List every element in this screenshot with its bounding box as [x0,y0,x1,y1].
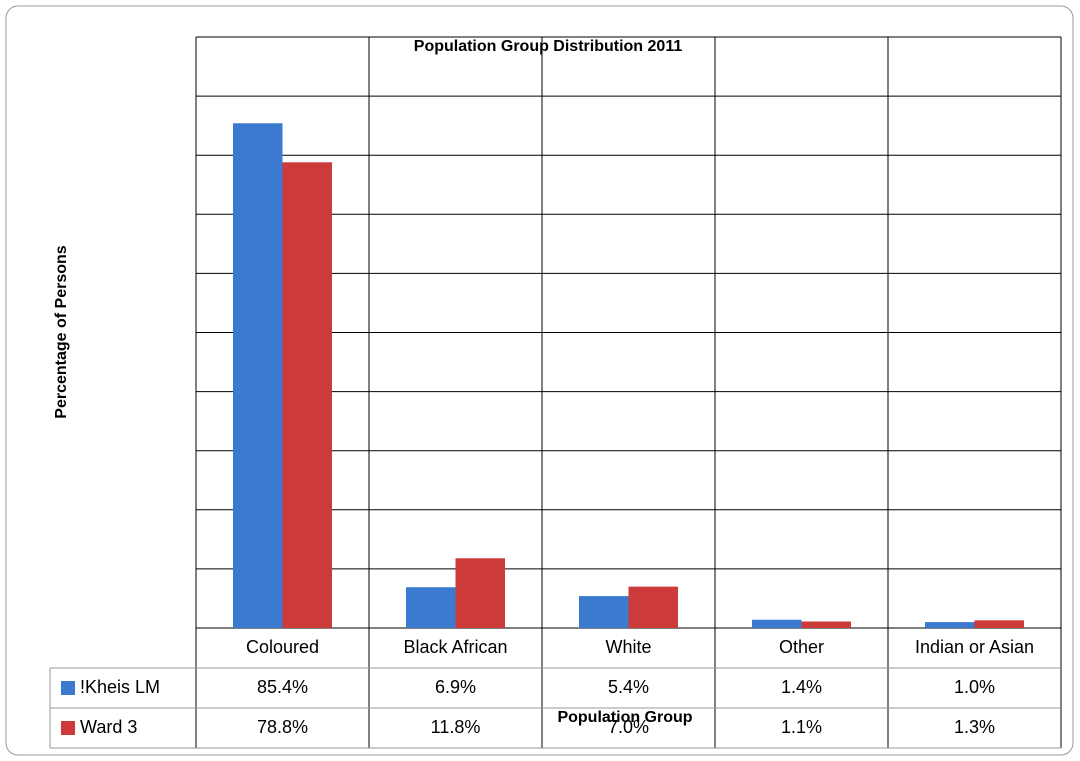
bar [282,162,332,629]
bar [628,586,678,628]
data-table-value: 6.9% [435,677,476,697]
legend-label: Ward 3 [80,717,137,737]
x-tick-label: Black African [403,637,507,657]
legend-label: !Kheis LM [80,677,160,697]
data-table-value: 1.3% [954,717,995,737]
chart-title: Population Group Distribution 2011 [414,38,683,55]
bar [752,619,802,628]
data-table-value: 78.8% [257,717,308,737]
bar [579,596,629,628]
data-table-value: 1.1% [781,717,822,737]
bar [974,620,1024,628]
x-tick-label: Indian or Asian [915,637,1034,657]
bar [801,621,851,628]
legend-swatch [61,681,75,695]
data-table-value: 85.4% [257,677,308,697]
x-tick-label: Coloured [246,637,319,657]
legend-swatch [61,721,75,735]
bar [455,558,505,628]
data-table-value: 7.0% [608,717,649,737]
y-axis-label: Percentage of Persons [53,245,70,419]
bar [233,123,283,628]
bar [925,622,975,628]
data-table-value: 5.4% [608,677,649,697]
x-tick-label: White [605,637,651,657]
data-table-value: 1.0% [954,677,995,697]
data-table-value: 1.4% [781,677,822,697]
x-axis-label: Population Group [557,709,692,726]
bar [406,587,456,628]
chart-border [5,5,1074,756]
x-tick-label: Other [779,637,824,657]
data-table-value: 11.8% [431,717,481,737]
